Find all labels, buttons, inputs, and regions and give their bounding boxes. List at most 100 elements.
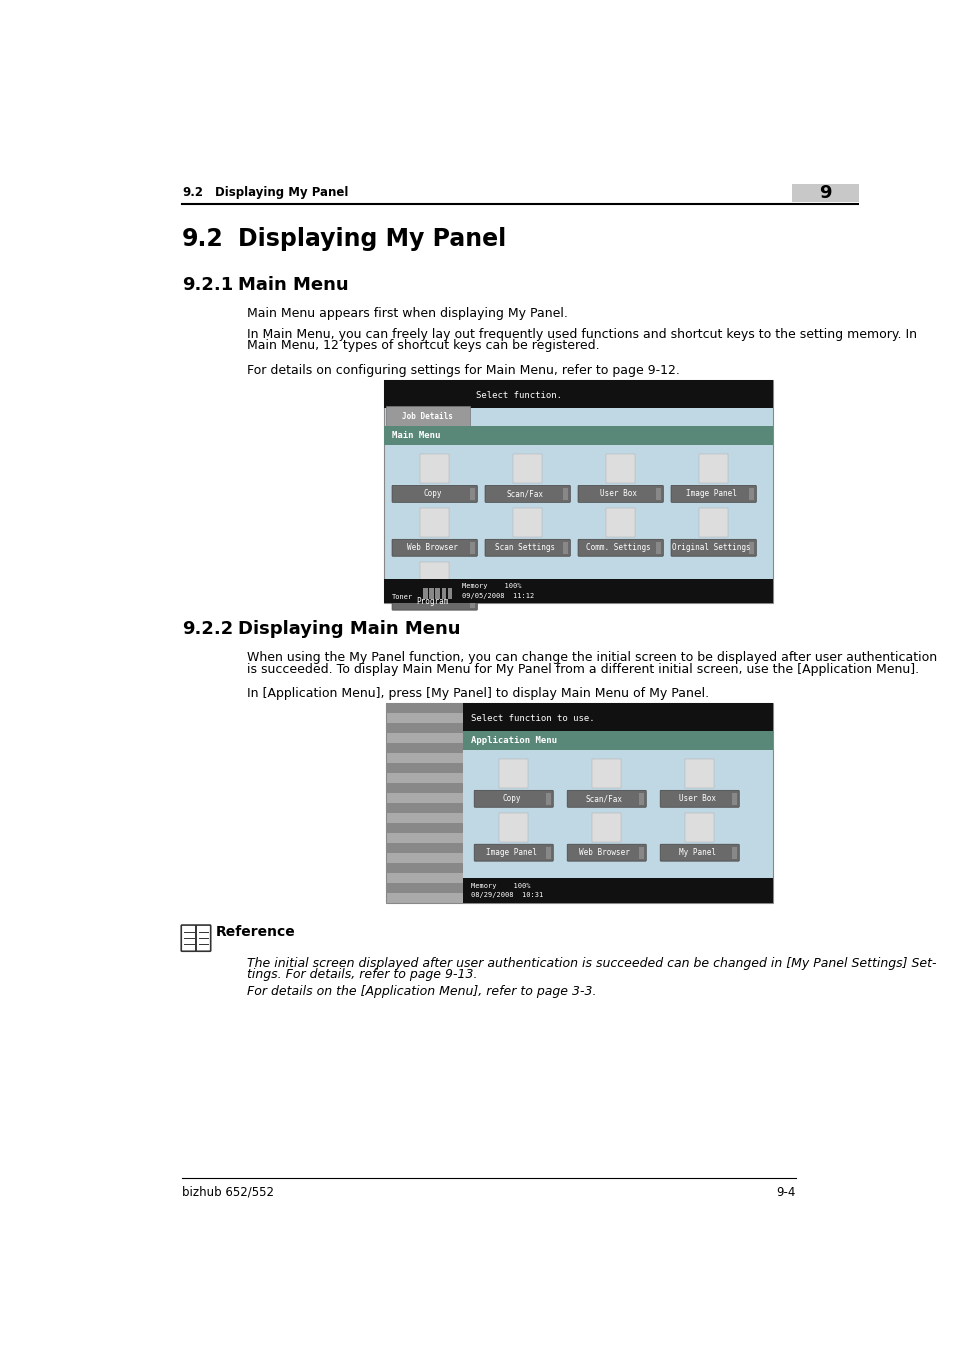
Text: My Panel: My Panel [679,848,715,857]
Text: Main Menu: Main Menu [237,275,348,294]
Text: is succeeded. To display Main Menu for My Panel from a different initial screen,: is succeeded. To display Main Menu for M… [247,663,919,675]
FancyBboxPatch shape [659,790,739,807]
Bar [385,783,463,792]
FancyBboxPatch shape [567,844,645,861]
Bar [699,454,728,483]
Text: Main Menu: Main Menu [392,431,440,440]
FancyBboxPatch shape [392,539,476,556]
Text: Toner: Toner [392,594,413,599]
Bar [385,703,772,903]
FancyBboxPatch shape [392,593,476,610]
Text: Application Menu: Application Menu [471,736,557,745]
Bar [384,379,772,408]
Text: For details on the [Application Menu], refer to page 3-3.: For details on the [Application Menu], r… [247,986,596,998]
Bar [463,878,772,903]
Text: Image Panel: Image Panel [685,489,736,498]
Bar [384,379,772,603]
Bar [684,813,714,842]
Bar [385,703,463,903]
Bar [385,803,463,813]
Bar [605,508,635,537]
FancyBboxPatch shape [474,844,553,861]
Bar [748,541,753,554]
Bar [385,873,463,883]
Bar [656,541,660,554]
FancyBboxPatch shape [670,539,756,556]
Bar [791,184,858,202]
Bar [385,863,463,873]
FancyBboxPatch shape [659,844,739,861]
Bar [385,713,463,724]
Bar [498,813,528,842]
Bar [463,703,772,732]
Bar [429,587,434,598]
Bar [385,763,463,774]
Bar [385,733,463,744]
Bar [732,846,736,859]
Bar [385,833,463,842]
Bar [463,732,772,749]
Text: Comm. Settings: Comm. Settings [585,543,650,552]
Text: 9: 9 [819,184,831,201]
Bar [748,487,753,500]
Bar [447,587,452,598]
Bar [385,892,463,903]
Bar [562,487,567,500]
Bar [592,813,620,842]
Bar [419,454,449,483]
Bar [385,792,463,803]
Text: 9.2.2: 9.2.2 [182,620,233,639]
Text: 08/29/2008  10:31: 08/29/2008 10:31 [471,892,543,898]
FancyBboxPatch shape [392,486,476,502]
Text: Job Details: Job Details [402,412,453,421]
FancyBboxPatch shape [567,790,645,807]
Text: Main Menu appears first when displaying My Panel.: Main Menu appears first when displaying … [247,306,567,320]
Text: For details on configuring settings for Main Menu, refer to page 9-12.: For details on configuring settings for … [247,363,679,377]
Text: Scan/Fax: Scan/Fax [585,794,622,803]
Bar [562,541,567,554]
Bar [639,792,643,805]
FancyBboxPatch shape [484,539,570,556]
Bar [656,487,660,500]
FancyBboxPatch shape [578,539,662,556]
Bar [546,846,550,859]
Text: 9.2: 9.2 [182,186,203,200]
Bar [639,846,643,859]
Bar [441,587,446,598]
Bar [385,883,463,892]
Text: Displaying My Panel: Displaying My Panel [214,186,348,200]
Text: Original Settings: Original Settings [671,543,750,552]
Text: Reference: Reference [216,925,295,940]
Text: Copy: Copy [423,489,441,498]
Text: Program: Program [416,597,448,606]
Bar [385,774,463,783]
Text: bizhub 652/552: bizhub 652/552 [182,1185,274,1199]
Text: User Box: User Box [679,794,715,803]
Bar [385,813,463,823]
Bar [385,753,463,763]
Bar [732,792,736,805]
Bar [385,744,463,753]
Text: Scan Settings: Scan Settings [495,543,555,552]
FancyBboxPatch shape [670,486,756,502]
Text: Displaying Main Menu: Displaying Main Menu [237,620,460,639]
Bar [463,703,772,903]
Text: In [Application Menu], press [My Panel] to display Main Menu of My Panel.: In [Application Menu], press [My Panel] … [247,687,708,701]
Bar [513,508,542,537]
Bar [385,724,463,733]
Text: Web Browser: Web Browser [578,848,629,857]
Text: Memory    100%: Memory 100% [461,583,520,589]
FancyBboxPatch shape [474,790,553,807]
Bar [592,759,620,788]
Bar [385,842,463,853]
Bar [435,587,439,598]
Text: User Box: User Box [599,489,637,498]
Text: Memory    100%: Memory 100% [471,883,530,888]
Bar [470,595,475,608]
FancyBboxPatch shape [484,486,570,502]
Bar [699,508,728,537]
Bar [384,427,772,444]
Bar [419,508,449,537]
Bar [385,824,463,833]
Bar [498,759,528,788]
